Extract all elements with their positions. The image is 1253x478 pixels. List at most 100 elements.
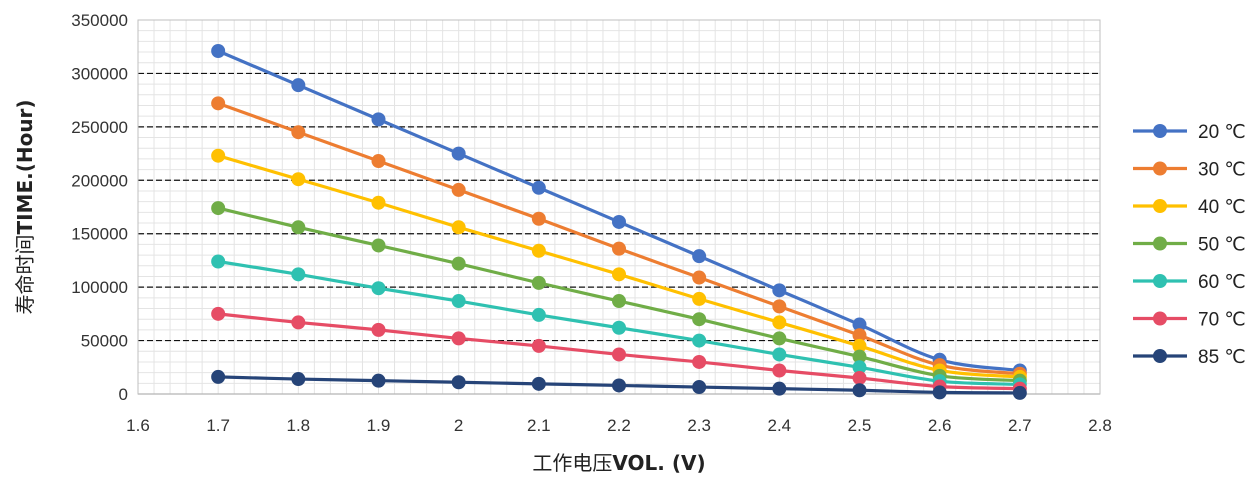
data-point: [531, 338, 546, 353]
data-point: [291, 172, 306, 187]
data-point: [371, 154, 386, 169]
legend-label: 70 ℃: [1198, 310, 1246, 331]
legend-label: 50 ℃: [1198, 235, 1246, 256]
data-point: [531, 307, 546, 322]
legend-swatch-marker: [1153, 124, 1167, 138]
legend-swatch-marker: [1153, 236, 1167, 251]
legend-label: 85 ℃: [1198, 347, 1246, 368]
data-point: [371, 238, 386, 253]
data-point: [852, 338, 867, 353]
legend-swatch-marker: [1153, 311, 1167, 326]
x-tick-label: 2.8: [1088, 416, 1112, 435]
data-point: [1012, 385, 1027, 400]
data-point: [692, 312, 707, 327]
data-point: [531, 243, 546, 258]
data-point: [692, 333, 707, 348]
legend-swatch-marker: [1153, 161, 1167, 176]
legend-label: 20 ℃: [1198, 122, 1246, 143]
x-axis-title: 工作电压VOL. (V): [532, 451, 705, 475]
x-axis-ticks: 1.6 1.7 1.8 1.9 2 2.1 2.2 2.3 2.4 2.5 2.6 2.7 2.8: [126, 416, 1112, 435]
x-tick-label: 2.2: [607, 416, 631, 435]
data-point: [211, 201, 226, 216]
data-point: [932, 385, 947, 400]
data-point: [451, 294, 466, 309]
data-point: [692, 270, 707, 285]
data-point: [371, 112, 386, 127]
data-point: [291, 315, 306, 330]
data-point: [531, 275, 546, 290]
data-point: [451, 331, 466, 346]
data-point: [772, 315, 787, 330]
data-point: [211, 43, 226, 58]
data-point: [291, 125, 306, 140]
data-point: [612, 214, 626, 229]
data-point: [371, 281, 386, 296]
y-tick-label: 150000: [71, 225, 128, 244]
data-point: [612, 267, 626, 282]
data-point: [772, 283, 787, 298]
data-point: [852, 383, 867, 398]
x-tick-label: 2.3: [687, 416, 711, 435]
x-tick-label: 2.5: [848, 416, 872, 435]
x-tick-label: 1.9: [367, 416, 391, 435]
y-axis-ticks: 0 50000 100000 150000 200000 250000 300000 3500…: [71, 11, 128, 404]
data-point: [531, 211, 546, 226]
data-point: [772, 363, 787, 378]
legend: 20 ℃ 30 ℃ 40 ℃ 50 ℃ 60 ℃ 70 ℃ 85 ℃: [1133, 122, 1246, 368]
data-point: [291, 372, 306, 387]
data-point: [612, 347, 626, 362]
data-point: [291, 220, 306, 235]
data-point: [371, 322, 386, 337]
data-point: [451, 220, 466, 235]
data-point: [211, 254, 226, 269]
data-point: [852, 360, 867, 375]
y-axis-title-suffix: TIME.(Hour): [13, 99, 37, 234]
data-point: [291, 267, 306, 282]
data-point: [612, 378, 626, 393]
y-tick-label: 300000: [71, 64, 128, 83]
legend-swatch-marker: [1153, 349, 1167, 363]
y-tick-label: 0: [119, 385, 128, 404]
data-point: [692, 291, 707, 306]
data-point: [772, 331, 787, 346]
data-point: [451, 256, 466, 271]
y-tick-label: 350000: [71, 11, 128, 30]
y-tick-label: 50000: [81, 332, 128, 351]
data-point: [451, 182, 466, 197]
data-point: [692, 380, 707, 395]
data-point: [371, 373, 386, 388]
data-point: [852, 317, 867, 332]
data-point: [692, 249, 707, 264]
y-tick-label: 250000: [71, 118, 128, 137]
x-tick-label: 1.7: [206, 416, 230, 435]
x-tick-label: 2.1: [527, 416, 551, 435]
data-point: [852, 349, 867, 364]
data-point: [531, 376, 546, 391]
x-tick-label: 2.7: [1008, 416, 1032, 435]
data-point: [451, 375, 466, 390]
data-point: [612, 241, 626, 256]
data-point: [451, 146, 466, 161]
legend-label: 30 ℃: [1198, 160, 1246, 181]
y-axis-title: 寿命时间TIME.(Hour): [13, 99, 37, 314]
legend-label: 60 ℃: [1198, 272, 1246, 293]
x-axis-title-prefix: 工作电压: [532, 451, 612, 475]
x-axis-title-suffix: VOL. (V): [612, 451, 705, 475]
x-tick-label: 1.8: [287, 416, 311, 435]
legend-label: 40 ℃: [1198, 197, 1246, 218]
data-point: [291, 78, 306, 93]
series-lines: [211, 43, 1027, 400]
data-point: [211, 96, 226, 111]
data-point: [211, 148, 226, 163]
y-tick-label: 100000: [71, 278, 128, 297]
y-tick-label: 200000: [71, 171, 128, 190]
y-axis-title-prefix: 寿命时间: [13, 235, 37, 315]
data-point: [612, 320, 626, 335]
data-point: [852, 328, 867, 343]
data-point: [852, 370, 867, 385]
data-point: [211, 369, 226, 384]
data-point: [531, 180, 546, 195]
data-point: [211, 306, 226, 321]
data-point: [612, 294, 626, 309]
